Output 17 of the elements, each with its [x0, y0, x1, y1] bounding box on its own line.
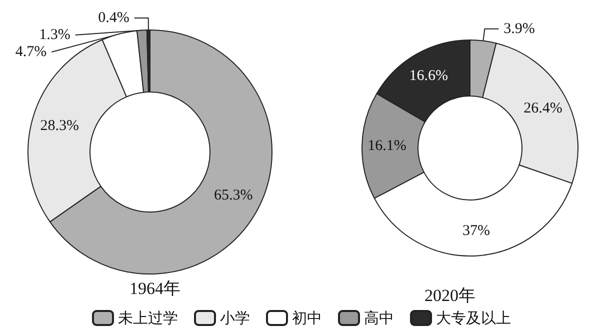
data-label: 26.4%	[524, 100, 562, 116]
data-label: 16.1%	[368, 138, 406, 154]
data-label: 0.4%	[98, 10, 130, 26]
slice-label: 2020年	[424, 286, 476, 305]
data-label: 37%	[462, 222, 490, 239]
legend-label: 大专及以上	[436, 309, 511, 327]
legend-label: 未上过学	[118, 309, 178, 327]
data-label: 65.3%	[214, 187, 253, 204]
legend-label: 初中	[292, 309, 322, 327]
data-label: 16.6%	[409, 68, 448, 84]
slice-label: 1964年	[130, 279, 180, 298]
legend-label: 小学	[220, 309, 250, 327]
legend-label: 高中	[364, 309, 394, 327]
data-label: 1.3%	[39, 27, 70, 44]
data-label: 28.3%	[40, 118, 80, 134]
data-label: 3.9%	[504, 20, 535, 37]
data-label: 4.7%	[15, 44, 47, 60]
